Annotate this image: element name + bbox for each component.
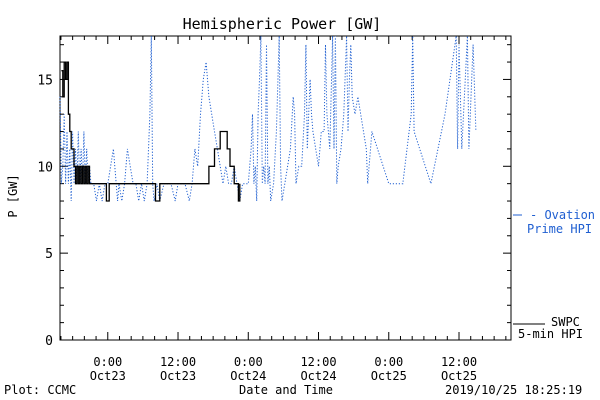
x-tick-date-label: Oct24 xyxy=(230,369,266,383)
y-axis-label: P [GW] xyxy=(6,174,20,217)
y-tick-label: 15 xyxy=(37,73,53,88)
legend-swpc-line2: 5-min HPI xyxy=(518,327,583,341)
swpc-line xyxy=(61,61,241,202)
x-tick-date-label: Oct25 xyxy=(371,369,407,383)
x-axis-label: Date and Time xyxy=(239,383,333,397)
legend-swpc-line1: SWPC xyxy=(551,315,580,329)
x-tick-time-label: 0:00 xyxy=(93,355,122,369)
x-tick-time-label: 12:00 xyxy=(160,355,196,369)
legend-ovation-line1: - Ovation xyxy=(530,208,595,222)
x-tick-date-label: Oct23 xyxy=(160,369,196,383)
ovation-line xyxy=(59,35,477,202)
chart-title: Hemispheric Power [GW] xyxy=(183,15,382,33)
x-tick-date-label: Oct24 xyxy=(300,369,336,383)
swpc-series xyxy=(61,61,241,202)
x-tick-date-label: Oct23 xyxy=(90,369,126,383)
x-axis: 0:00Oct2312:00Oct230:00Oct2412:00Oct240:… xyxy=(60,36,507,383)
plot-credit: Plot: CCMC xyxy=(4,383,76,397)
legend-ovation-line2: Prime HPI xyxy=(527,222,592,236)
y-tick-label: 10 xyxy=(37,160,53,175)
x-tick-date-label: Oct25 xyxy=(441,369,477,383)
x-tick-time-label: 0:00 xyxy=(234,355,263,369)
y-axis: 0 5 10 15 xyxy=(37,44,511,349)
x-tick-time-label: 0:00 xyxy=(374,355,403,369)
plot-frame xyxy=(59,35,512,341)
y-tick-label: 0 xyxy=(45,334,53,349)
y-tick-label: 5 xyxy=(45,247,53,262)
x-tick-time-label: 12:00 xyxy=(300,355,336,369)
ovation-prime-series xyxy=(59,35,477,202)
plot-timestamp: 2019/10/25 18:25:19 xyxy=(445,383,582,397)
x-tick-time-label: 12:00 xyxy=(441,355,477,369)
